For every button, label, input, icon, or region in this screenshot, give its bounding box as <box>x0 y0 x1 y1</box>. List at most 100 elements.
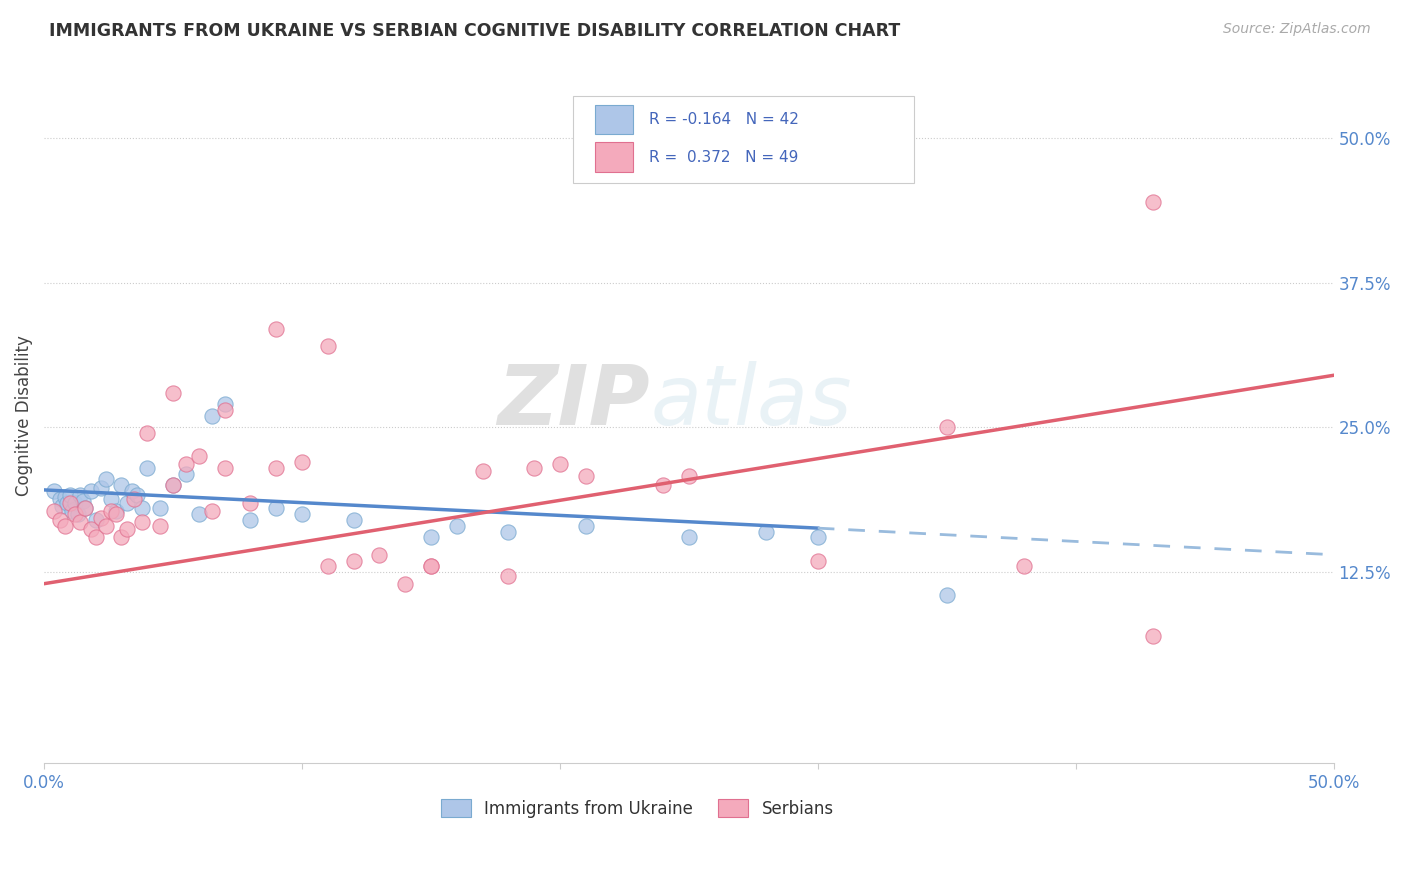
Point <box>84 513 107 527</box>
Point <box>125 487 148 501</box>
Point <box>90 481 112 495</box>
Point <box>115 496 138 510</box>
Point <box>105 507 128 521</box>
Point <box>1142 629 1164 643</box>
Point <box>90 510 112 524</box>
Point <box>471 464 494 478</box>
Point <box>419 559 441 574</box>
Point <box>446 518 468 533</box>
Point <box>162 478 184 492</box>
Point <box>342 513 364 527</box>
Point <box>419 559 441 574</box>
Point <box>48 492 70 507</box>
Point <box>105 504 128 518</box>
Point <box>79 522 101 536</box>
Point <box>201 504 224 518</box>
Point <box>498 568 520 582</box>
Point <box>1012 559 1035 574</box>
Point <box>63 507 86 521</box>
Point <box>575 518 598 533</box>
Point <box>131 516 153 530</box>
Point <box>1142 194 1164 209</box>
Y-axis label: Cognitive Disability: Cognitive Disability <box>15 335 32 496</box>
Point <box>523 461 546 475</box>
Text: Source: ZipAtlas.com: Source: ZipAtlas.com <box>1223 22 1371 37</box>
Point <box>44 484 66 499</box>
Text: R = -0.164   N = 42: R = -0.164 N = 42 <box>648 112 799 127</box>
FancyBboxPatch shape <box>595 143 633 171</box>
Point <box>935 588 957 602</box>
Point <box>63 496 86 510</box>
Point <box>136 426 159 441</box>
Point <box>264 501 287 516</box>
Point <box>115 522 138 536</box>
Text: atlas: atlas <box>650 361 852 442</box>
Point <box>51 499 73 513</box>
Point <box>264 322 287 336</box>
Point <box>239 496 262 510</box>
Point <box>162 478 184 492</box>
Point <box>69 516 91 530</box>
Point <box>187 507 209 521</box>
Point <box>419 530 441 544</box>
Point <box>807 530 830 544</box>
Point <box>75 501 97 516</box>
Point <box>678 530 700 544</box>
Point <box>48 513 70 527</box>
Point <box>807 553 830 567</box>
Point <box>316 559 339 574</box>
Text: R =  0.372   N = 49: R = 0.372 N = 49 <box>648 150 799 165</box>
Point <box>136 461 159 475</box>
Point <box>201 409 224 423</box>
Point <box>149 518 172 533</box>
Point <box>75 501 97 516</box>
Point <box>187 450 209 464</box>
Point <box>44 504 66 518</box>
Point <box>316 339 339 353</box>
Point <box>149 501 172 516</box>
Point <box>162 385 184 400</box>
Point <box>59 487 82 501</box>
Point <box>94 518 117 533</box>
Point <box>548 458 571 472</box>
Point <box>214 403 236 417</box>
Point <box>100 492 122 507</box>
Legend: Immigrants from Ukraine, Serbians: Immigrants from Ukraine, Serbians <box>434 792 841 824</box>
Point <box>53 518 76 533</box>
Point <box>652 478 675 492</box>
Point <box>66 507 89 521</box>
Point <box>264 461 287 475</box>
Point <box>84 530 107 544</box>
Point <box>239 513 262 527</box>
Point <box>69 487 91 501</box>
FancyBboxPatch shape <box>595 105 633 134</box>
Point <box>755 524 778 539</box>
Point <box>291 507 314 521</box>
Point <box>53 490 76 504</box>
Point <box>935 420 957 434</box>
Point <box>72 494 94 508</box>
Point <box>174 467 197 481</box>
Point <box>214 461 236 475</box>
Point <box>110 530 132 544</box>
Point <box>342 553 364 567</box>
Point <box>291 455 314 469</box>
Point <box>94 473 117 487</box>
Point <box>110 478 132 492</box>
Point <box>79 484 101 499</box>
Text: ZIP: ZIP <box>498 361 650 442</box>
Point <box>121 484 143 499</box>
Point <box>59 496 82 510</box>
Point <box>100 504 122 518</box>
Point <box>56 496 79 510</box>
Point <box>575 469 598 483</box>
Point <box>174 458 197 472</box>
Point <box>498 524 520 539</box>
Point <box>131 501 153 516</box>
Point <box>678 469 700 483</box>
Point <box>124 492 146 507</box>
FancyBboxPatch shape <box>572 96 914 183</box>
Point <box>394 576 416 591</box>
Point <box>368 548 391 562</box>
Point <box>214 397 236 411</box>
